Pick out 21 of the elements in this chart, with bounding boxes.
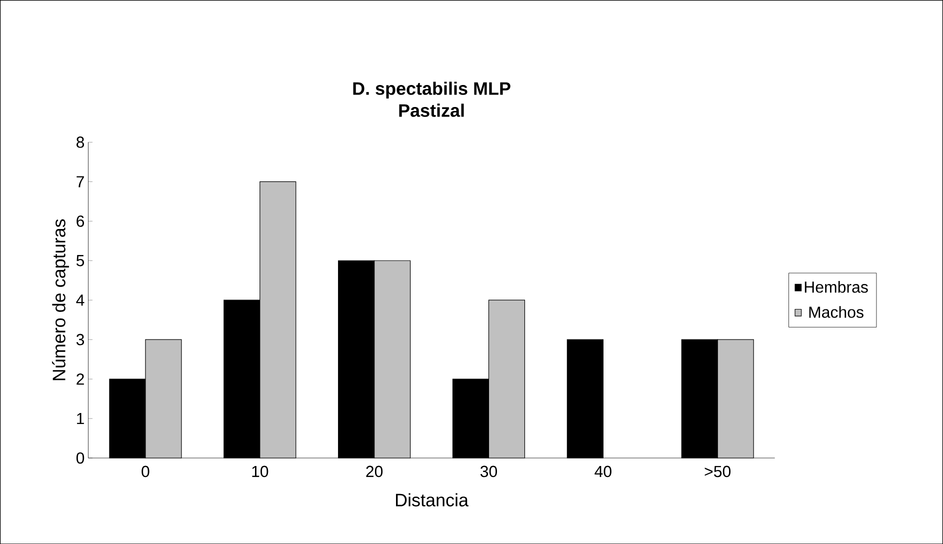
legend-label: Hembras xyxy=(804,280,868,293)
y-tick-label: 0 xyxy=(76,452,84,464)
y-tick-label: 1 xyxy=(77,412,84,424)
x-tick-label: 0 xyxy=(142,466,150,477)
chart-title: D. spectabilis MLP xyxy=(353,82,510,98)
x-tick-label: 30 xyxy=(480,466,497,477)
y-tick-label: 4 xyxy=(76,294,84,306)
legend-label: Machos xyxy=(809,306,864,318)
y-axis-title: Número de capturas xyxy=(52,219,69,380)
y-tick-label: 3 xyxy=(76,334,84,346)
y-tick-label: 6 xyxy=(76,215,84,227)
x-tick-label: 10 xyxy=(252,466,268,477)
y-tick-label: 5 xyxy=(76,254,84,266)
chart-subtitle: Pastizal xyxy=(399,104,464,117)
y-tick-label: 8 xyxy=(76,136,84,148)
x-tick-label: 20 xyxy=(366,466,383,477)
x-tick-label: 40 xyxy=(594,466,612,477)
y-tick-label: 7 xyxy=(76,176,84,188)
x-axis-title: Distancia xyxy=(396,493,469,506)
x-tick-label: >50 xyxy=(704,466,731,477)
y-tick-label: 2 xyxy=(76,373,84,385)
